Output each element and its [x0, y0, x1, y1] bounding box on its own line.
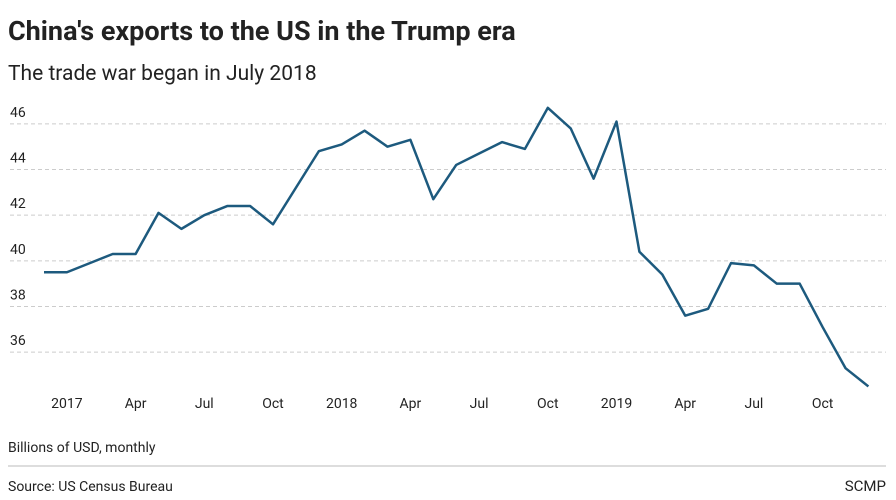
- x-tick-label: 2019: [601, 396, 632, 412]
- y-tick-label: 44: [10, 151, 26, 167]
- x-tick-label: Apr: [400, 396, 422, 412]
- x-tick-label: Oct: [537, 396, 559, 412]
- x-tick-label: Apr: [674, 396, 696, 412]
- axis-note: Billions of USD, monthly: [8, 440, 156, 456]
- chart-subtitle: The trade war began in July 2018: [8, 62, 317, 86]
- x-tick-label: Jul: [744, 396, 763, 412]
- brand: SCMP: [845, 477, 886, 495]
- data-line: [44, 106, 870, 388]
- x-tick-label: Oct: [262, 396, 284, 412]
- x-tick-label: 2017: [51, 396, 83, 412]
- y-tick-label: 46: [10, 105, 26, 121]
- x-tick-label: Oct: [812, 396, 834, 412]
- x-tick-label: Jul: [470, 396, 489, 412]
- x-tick-label: 2018: [326, 396, 358, 412]
- y-tick-label: 42: [10, 196, 26, 212]
- x-tick-label: Jul: [195, 396, 214, 412]
- y-tick-label: 40: [10, 242, 26, 258]
- source: Source: US Census Bureau: [8, 479, 173, 495]
- chart-title: China's exports to the US in the Trump e…: [8, 15, 516, 47]
- y-tick-label: 36: [10, 333, 26, 349]
- x-tick-label: Apr: [125, 396, 147, 412]
- y-tick-label: 38: [10, 288, 26, 304]
